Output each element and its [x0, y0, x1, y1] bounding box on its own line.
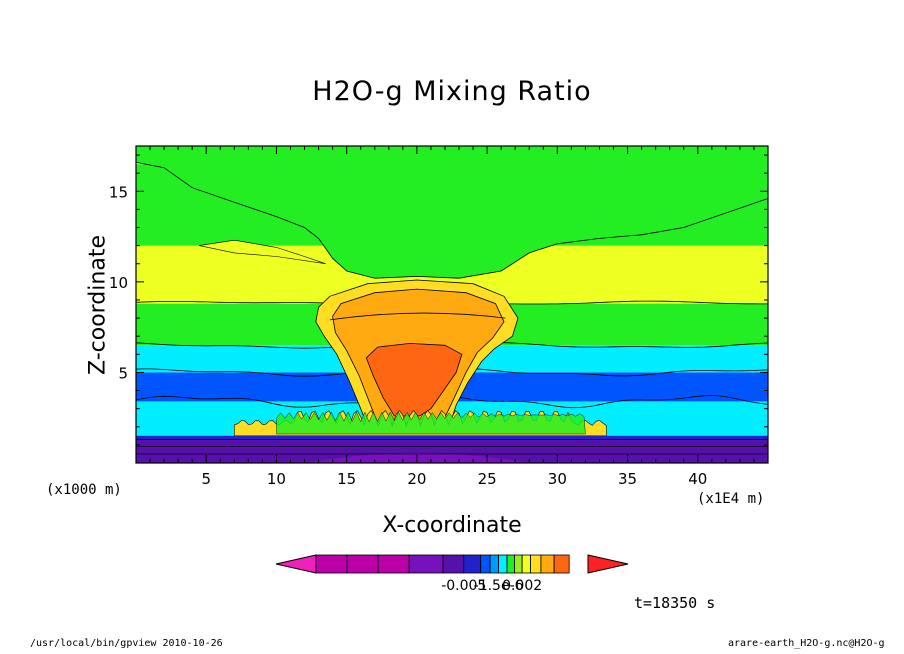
upper-green-region [136, 146, 768, 279]
x-scale-label: (x1E4 m) [697, 491, 765, 507]
x-tick-label: 40 [688, 470, 707, 488]
y-tick-label: 10 [109, 274, 128, 292]
colorbar-swatch [521, 554, 531, 574]
time-label: t=18350 s [634, 594, 716, 612]
yellow-intrusion [199, 239, 326, 264]
colorbar-swatch [377, 554, 410, 574]
chart-title: H2O-g Mixing Ratio [312, 76, 592, 107]
colorbar-swatch [553, 554, 570, 574]
colorbar-swatch [480, 554, 491, 574]
plume-core-inner [365, 342, 463, 417]
colorbar-swatch [463, 554, 482, 574]
colorbar-swatch [346, 554, 379, 574]
colorbar-swatch [442, 554, 465, 574]
surface-band-purple [136, 439, 768, 463]
surface-band-blue [136, 435, 768, 440]
colorbar-swatch [498, 554, 508, 574]
footer-program-path: /usr/local/bin/gpview 2010-10-26 [30, 638, 223, 649]
colorbar-swatch [514, 554, 523, 574]
x-tick-label: 25 [478, 470, 497, 488]
colorbar-tick-label: 0.002 [502, 578, 542, 594]
x-tick-label: 5 [201, 470, 211, 488]
colorbar-swatch [315, 554, 348, 574]
plot-field [136, 146, 768, 463]
colorbar-swatch [506, 554, 515, 574]
x-tick-label: 35 [618, 470, 637, 488]
x-tick-label: 15 [337, 470, 356, 488]
colorbar-right-arrow [587, 554, 629, 574]
x-tick-label: 20 [407, 470, 426, 488]
x-tick-label: 10 [267, 470, 286, 488]
colorbar-tick-label: -1.5e-6 [474, 578, 524, 594]
colorbar-swatch [489, 554, 499, 574]
colorbar-left-arrow [275, 554, 317, 574]
colorbar-swatch [530, 554, 542, 574]
x-unit-label: (x1000 m) [46, 482, 122, 498]
y-tick-label: 5 [118, 364, 128, 382]
colorbar-swatch [408, 554, 444, 574]
surface-noise-layer-green [276, 411, 586, 435]
x-tick-label: 30 [548, 470, 567, 488]
x-axis-label: X-coordinate [382, 513, 522, 538]
colorbar-swatch [540, 554, 555, 574]
footer-data-source: arare-earth_H2O-g.nc@H2O-g [728, 638, 885, 649]
plume-inner-contour [329, 312, 506, 321]
plot-frame [135, 145, 769, 464]
colorbar-tick-label: -0.005 [441, 578, 486, 594]
y-tick-label: 15 [109, 183, 128, 201]
